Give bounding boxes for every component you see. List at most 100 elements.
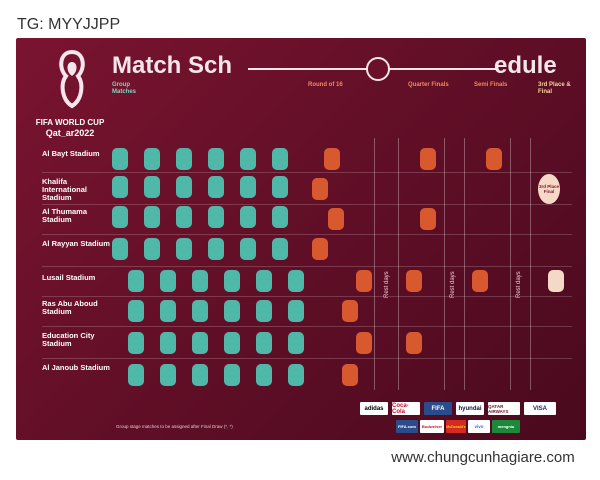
date-header-cell [511,102,520,138]
stage-label-r16: Round of 16 [308,82,343,88]
date-header-cell [350,102,359,138]
group-match-marker [288,364,304,386]
rest-days-text: Rest days [516,271,522,298]
date-header-cell [502,102,511,138]
sponsor-qatar-airways: QATAR AIRWAYS [488,402,520,415]
stadium-label-1: Khalifa International Stadium [42,177,88,202]
date-header-cell [454,102,463,138]
date-header-cell [426,102,435,138]
rest-days-label: Rest days [450,238,460,298]
group-match-marker [192,332,208,354]
group-match-marker [256,270,272,292]
quarterfinal-marker [420,208,436,230]
round16-marker [356,332,372,354]
world-cup-trophy-icon [54,48,90,110]
date-header-cell [464,102,473,138]
rest-days-label: Rest days [384,238,394,298]
sponsor-mengniu: mengniu [492,420,520,433]
date-header-cell [283,102,292,138]
date-header-cell [483,102,492,138]
group-match-marker [176,238,192,260]
sponsor-coca-cola: Coca-Cola [392,402,420,415]
group-match-marker [144,206,160,228]
quarterfinal-marker [420,148,436,170]
round16-marker [328,208,344,230]
round16-marker [342,364,358,386]
sponsor-fifa: FIFA [424,402,452,415]
stage-label-qf: Quarter Finals [408,82,449,88]
date-header-cell [236,102,245,138]
row-divider [42,234,572,235]
stage-label-group: Group Matches [112,82,137,95]
group-match-marker [144,176,160,198]
group-match-marker [176,148,192,170]
stage-label-sf: Semi Finals [474,82,508,88]
group-match-marker [288,300,304,322]
group-match-marker [240,148,256,170]
group-match-marker [272,148,288,170]
date-header-cell [226,102,235,138]
date-header-cell [131,102,140,138]
quarterfinal-marker [406,270,422,292]
group-match-marker [160,364,176,386]
date-header-cell [255,102,264,138]
column-separator [530,138,531,390]
group-match-marker [224,300,240,322]
row-divider [42,266,572,267]
stage-label-final: 3rd Place & Final [538,82,571,95]
stadium-label-3: Al Rayyan Stadium [42,239,110,248]
ball-icon [366,57,390,81]
date-header-cell [274,102,283,138]
sponsor-vivo: vivo [468,420,490,433]
date-header-cell [312,102,321,138]
rest-days-text: Rest days [450,271,456,298]
group-match-marker [288,332,304,354]
group-match-marker [112,206,128,228]
sponsor-hyundai: hyundai [456,402,484,415]
row-divider [42,326,572,327]
group-match-marker [128,332,144,354]
date-header-cell [198,102,207,138]
date-header-cell [559,102,568,138]
date-header-cell [369,102,378,138]
group-match-marker [208,148,224,170]
rest-days-text: Rest days [384,271,390,298]
round16-marker [312,238,328,260]
date-header-cell [150,102,159,138]
date-header-cell [378,102,387,138]
date-header-cell [530,102,539,138]
date-header-cell [122,102,131,138]
stadium-label-6: Education City Stadium [42,331,95,348]
date-header-cell [359,102,368,138]
group-match-marker [208,238,224,260]
date-header-cell [160,102,169,138]
column-separator [444,138,445,390]
date-header-cell [340,102,349,138]
date-header-cell [388,102,397,138]
group-match-marker [112,176,128,198]
group-match-marker [224,332,240,354]
date-header-cell [245,102,254,138]
sponsor-adidas: adidas [360,402,388,415]
final-match-marker [548,270,564,292]
group-match-marker [112,238,128,260]
stadium-label-0: Al Bayt Stadium [42,149,100,158]
group-match-marker [176,206,192,228]
date-header-cell [445,102,454,138]
round16-marker [324,148,340,170]
logo-subtext: Qat_ar2022 [45,128,95,138]
date-header-cell [521,102,530,138]
round16-marker [356,270,372,292]
group-match-marker [128,270,144,292]
date-header-cell [435,102,444,138]
group-match-marker [256,300,272,322]
group-match-marker [208,206,224,228]
sponsor-fifa-com: FIFA.com [396,420,418,433]
date-header-cell [207,102,216,138]
round16-marker [312,178,328,200]
group-match-marker [256,332,272,354]
final-marker: 3rd Place Final [538,174,560,204]
group-match-marker [192,270,208,292]
semifinal-marker [486,148,502,170]
group-match-marker [240,238,256,260]
